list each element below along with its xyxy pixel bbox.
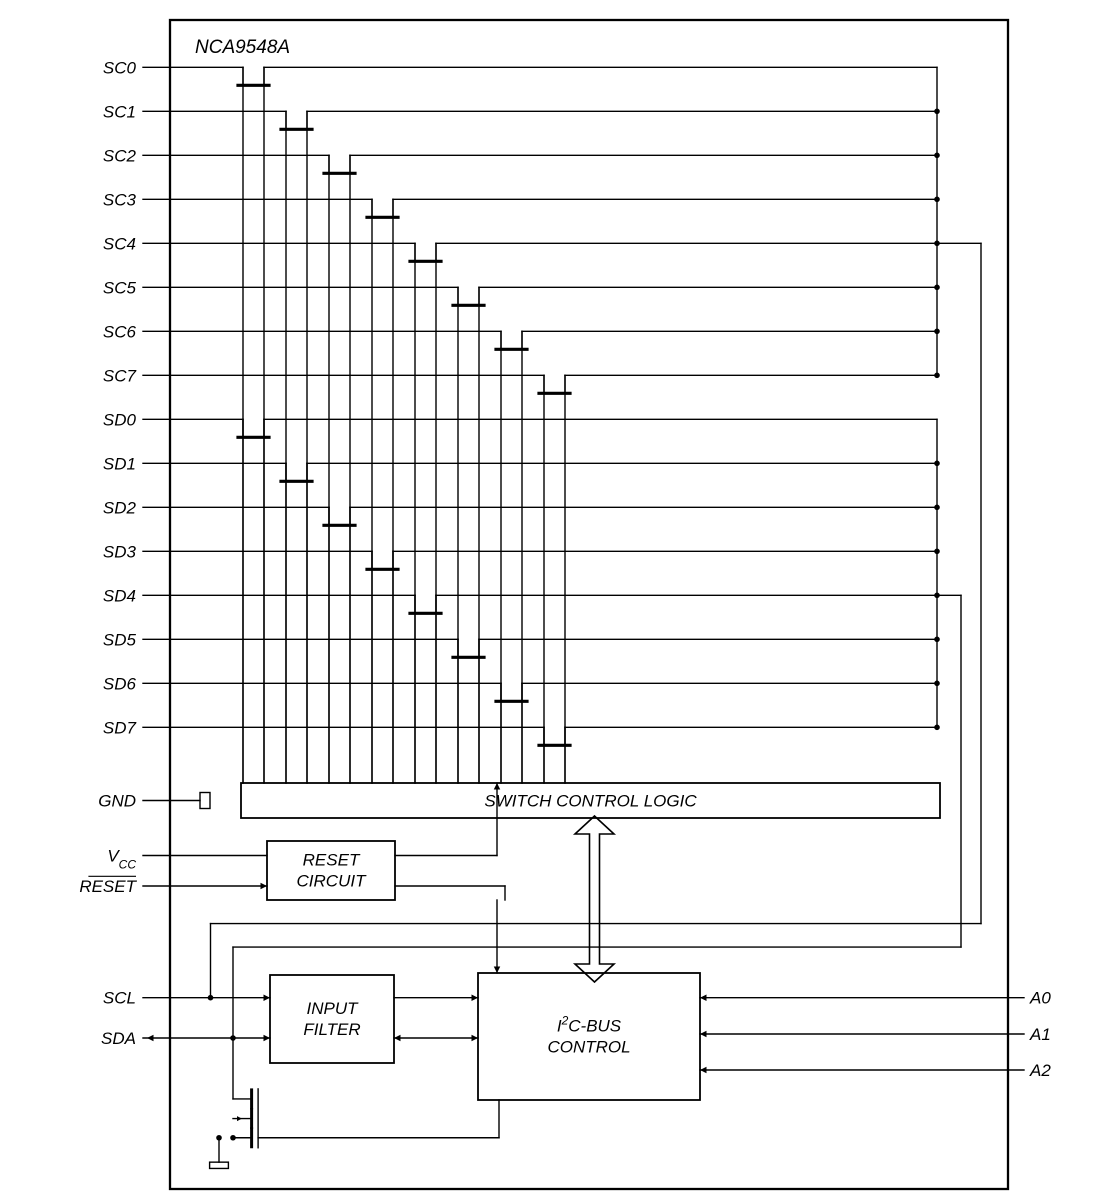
svg-text:CIRCUIT: CIRCUIT xyxy=(297,872,368,891)
svg-text:SWITCH CONTROL LOGIC: SWITCH CONTROL LOGIC xyxy=(484,792,697,811)
svg-text:SD3: SD3 xyxy=(103,542,137,561)
svg-text:SD0: SD0 xyxy=(103,410,137,429)
svg-text:SCL: SCL xyxy=(103,989,136,1008)
svg-text:SD1: SD1 xyxy=(103,454,136,473)
svg-text:SC1: SC1 xyxy=(103,102,136,121)
svg-text:GND: GND xyxy=(98,792,136,811)
svg-text:SD5: SD5 xyxy=(103,630,137,649)
svg-text:FILTER: FILTER xyxy=(303,1020,360,1039)
svg-text:SC3: SC3 xyxy=(103,190,137,209)
svg-text:SD2: SD2 xyxy=(103,498,137,517)
svg-text:CONTROL: CONTROL xyxy=(547,1038,630,1057)
svg-text:A2: A2 xyxy=(1029,1061,1051,1080)
svg-text:SD6: SD6 xyxy=(103,674,137,693)
svg-text:A0: A0 xyxy=(1029,989,1051,1008)
svg-text:INPUT: INPUT xyxy=(307,999,360,1018)
svg-text:SD4: SD4 xyxy=(103,586,136,605)
svg-text:SC2: SC2 xyxy=(103,146,137,165)
svg-text:NCA9548A: NCA9548A xyxy=(195,37,290,58)
svg-text:SC5: SC5 xyxy=(103,278,137,297)
svg-text:SC0: SC0 xyxy=(103,58,137,77)
svg-text:A1: A1 xyxy=(1029,1025,1051,1044)
svg-text:SC7: SC7 xyxy=(103,366,137,385)
svg-text:SC6: SC6 xyxy=(103,322,137,341)
svg-text:RESET: RESET xyxy=(303,851,361,870)
svg-text:SDA: SDA xyxy=(101,1029,136,1048)
svg-text:SD7: SD7 xyxy=(103,718,137,737)
svg-text:SC4: SC4 xyxy=(103,234,136,253)
svg-text:RESET: RESET xyxy=(79,877,137,896)
